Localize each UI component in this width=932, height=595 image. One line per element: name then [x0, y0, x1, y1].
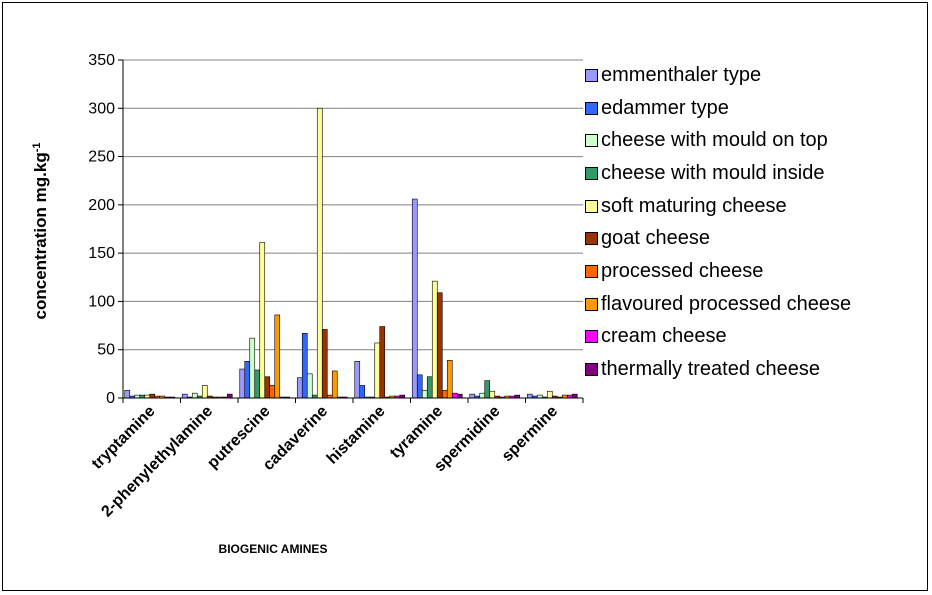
- bar: [374, 342, 381, 399]
- legend-item: flavoured processed cheese: [585, 288, 851, 321]
- bar: [254, 369, 261, 399]
- legend-label: cream cheese: [601, 325, 727, 348]
- legend-label: cheese with mould on top: [601, 129, 828, 152]
- legend-item: soft maturing cheese: [585, 190, 851, 223]
- bar: [416, 374, 423, 399]
- legend-label: cheese with mould inside: [601, 161, 825, 184]
- legend-item: emmenthaler type: [585, 59, 851, 92]
- x-tick-label: spermine: [499, 403, 561, 465]
- y-axis-label: concentration mg.kg-1: [31, 143, 50, 320]
- bar: [411, 198, 418, 399]
- bar: [431, 280, 438, 399]
- legend-item: edammer type: [585, 92, 851, 125]
- legend-label: goat cheese: [601, 227, 710, 250]
- legend-swatch: [585, 330, 598, 344]
- x-tick-label: histamine: [324, 403, 389, 468]
- legend-label: thermally treated cheese: [601, 358, 821, 381]
- bar: [301, 332, 308, 399]
- bar: [456, 393, 463, 399]
- y-tick-label: 150: [88, 245, 115, 262]
- bar: [441, 389, 448, 399]
- bar: [546, 390, 553, 399]
- bar: [296, 377, 303, 399]
- bar: [264, 376, 271, 399]
- bar: [316, 107, 323, 399]
- chart: 050100150200250300350tryptamine2-phenyle…: [31, 52, 584, 556]
- bar: [526, 393, 533, 399]
- bar: [484, 380, 491, 399]
- legend-item: cheese with mould on top: [585, 124, 851, 157]
- bar: [489, 390, 496, 399]
- axes: [118, 59, 584, 403]
- x-axis-label: BIOGENIC AMINES: [219, 542, 328, 556]
- bar: [479, 392, 486, 399]
- legend-item: thermally treated cheese: [585, 353, 851, 386]
- bar: [379, 326, 386, 399]
- bar: [191, 392, 198, 399]
- legend-item: goat cheese: [585, 222, 851, 255]
- bar: [321, 329, 328, 399]
- bar: [124, 389, 131, 399]
- bar: [269, 385, 276, 399]
- legend: emmenthaler type edammer type cheese with …: [585, 59, 851, 386]
- y-tick-label: 300: [88, 100, 115, 117]
- legend-swatch: [585, 166, 598, 180]
- bar: [354, 361, 361, 399]
- legend-swatch: [585, 363, 598, 377]
- y-tick-label: 0: [106, 390, 115, 407]
- bar: [451, 392, 458, 399]
- tick-labels: 050100150200250300350tryptamine2-phenyle…: [88, 52, 561, 520]
- legend-swatch: [585, 68, 598, 82]
- y-tick-label: 50: [97, 342, 115, 359]
- bars: [124, 107, 578, 399]
- bar: [571, 393, 578, 399]
- gridlines: [123, 59, 583, 351]
- bar: [331, 370, 338, 399]
- bar: [469, 393, 476, 399]
- legend-swatch: [585, 264, 598, 278]
- bar: [249, 337, 256, 399]
- legend-label: soft maturing cheese: [601, 194, 787, 217]
- legend-swatch: [585, 101, 598, 115]
- bar: [149, 393, 156, 399]
- legend-item: cream cheese: [585, 321, 851, 354]
- bar: [226, 393, 233, 399]
- legend-swatch: [585, 134, 598, 148]
- bar: [306, 373, 313, 399]
- y-tick-label: 200: [88, 197, 115, 214]
- legend-label: flavoured processed cheese: [601, 292, 852, 315]
- legend-label: edammer type: [601, 96, 729, 119]
- bar: [421, 389, 428, 399]
- legend-swatch: [585, 297, 598, 311]
- bar: [244, 361, 251, 399]
- legend-item: cheese with mould inside: [585, 157, 851, 190]
- bar: [201, 385, 208, 399]
- legend-item: processed cheese: [585, 255, 851, 288]
- y-tick-label: 100: [88, 293, 115, 310]
- bar: [359, 385, 366, 399]
- bar: [436, 292, 443, 399]
- legend-swatch: [585, 232, 598, 246]
- legend-label: processed cheese: [601, 259, 764, 282]
- bar: [181, 393, 188, 399]
- y-axis-label-superscript: -1: [31, 143, 43, 153]
- legend-swatch: [585, 199, 598, 213]
- y-tick-label: 350: [88, 52, 115, 69]
- bar: [239, 368, 246, 399]
- y-tick-label: 250: [88, 149, 115, 166]
- bar: [274, 314, 281, 399]
- x-tick-label: 2-phenylethylamine: [98, 403, 216, 521]
- x-tick-label: tyramine: [387, 403, 446, 462]
- bar: [446, 360, 453, 399]
- bar: [426, 376, 433, 399]
- bar: [259, 242, 266, 399]
- legend-label: emmenthaler type: [601, 63, 762, 86]
